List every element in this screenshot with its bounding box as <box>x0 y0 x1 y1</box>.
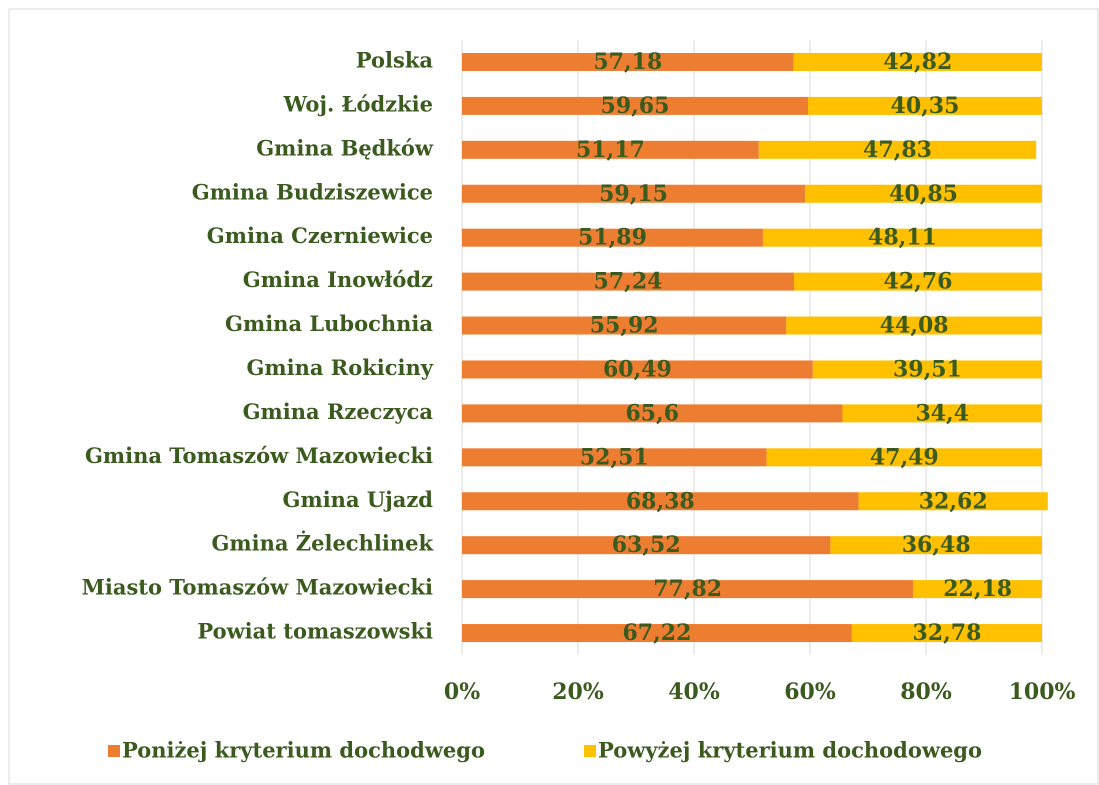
data-label: 65,6 <box>625 400 679 426</box>
y-tick-label: Gmina Żelechlinek <box>211 531 433 556</box>
bar-segment <box>462 140 759 159</box>
y-tick-label: Gmina Rzeczyca <box>243 399 434 424</box>
x-tick-label: 100% <box>1009 679 1076 705</box>
data-label: 32,78 <box>912 620 981 646</box>
data-label: 48,11 <box>868 225 937 251</box>
data-label: 68,38 <box>626 488 695 514</box>
x-tick-label: 40% <box>668 679 720 705</box>
chart-border <box>8 8 1099 785</box>
data-label: 44,08 <box>880 313 949 339</box>
y-tick-label: Gmina Czerniewice <box>207 223 433 248</box>
bar-segment <box>805 184 1042 203</box>
legend-label: Powyżej kryterium dochodowego <box>598 738 982 763</box>
data-label: 42,76 <box>884 269 953 295</box>
x-tick-label: 20% <box>552 679 604 705</box>
bar-segment <box>462 272 794 291</box>
bar-segment <box>762 228 1042 247</box>
data-label: 47,83 <box>863 137 932 163</box>
y-tick-label: Powiat tomaszowski <box>197 619 433 644</box>
bar-segment <box>793 272 1042 291</box>
bar-segment <box>462 580 914 599</box>
data-label: 40,35 <box>891 93 960 119</box>
data-label: 51,17 <box>576 137 645 163</box>
bar-segment <box>793 52 1042 71</box>
y-tick-label: Miasto Tomaszów Mazowiecki <box>82 575 433 600</box>
data-label: 60,49 <box>603 356 672 382</box>
bar-segment <box>913 580 1042 599</box>
bar-segment <box>462 536 831 555</box>
x-tick-label: 60% <box>784 679 836 705</box>
y-tick-label: Gmina Będków <box>256 135 434 160</box>
x-tick-label: 80% <box>900 679 952 705</box>
bar-segment <box>462 404 843 423</box>
bar-segment <box>858 492 1048 511</box>
data-label: 51,89 <box>578 225 647 251</box>
data-label: 57,18 <box>593 49 662 75</box>
legend-swatch <box>584 745 596 757</box>
legend-label: Poniżej kryterium dochodwego <box>122 738 485 763</box>
bar-segment <box>786 316 1042 335</box>
data-label: 36,48 <box>902 532 971 558</box>
bar-segment <box>462 360 813 379</box>
data-label: 32,62 <box>919 488 988 514</box>
y-tick-label: Polska <box>356 47 434 72</box>
bar-segment <box>462 492 859 511</box>
data-label: 59,15 <box>599 181 668 207</box>
data-label: 47,49 <box>870 444 939 470</box>
y-tick-label: Gmina Rokiciny <box>246 355 433 380</box>
y-tick-label: Gmina Lubochnia <box>225 311 433 336</box>
data-label: 67,22 <box>622 620 691 646</box>
y-tick-label: Gmina Budziszewice <box>192 179 433 204</box>
y-tick-label: Woj. Łódzkie <box>282 91 433 116</box>
y-tick-label: Gmina Inowłódz <box>243 267 433 292</box>
data-label: 59,65 <box>601 93 670 119</box>
bar-segment <box>842 404 1042 423</box>
bar-segment <box>807 96 1042 115</box>
data-label: 55,92 <box>590 313 659 339</box>
bar-segment <box>766 448 1042 467</box>
bar-segment <box>462 228 763 247</box>
y-tick-label: Gmina Ujazd <box>283 487 434 512</box>
x-tick-label: 0% <box>444 679 480 705</box>
data-label: 40,85 <box>889 181 958 207</box>
data-label: 39,51 <box>893 356 962 382</box>
bar-segment <box>758 140 1037 159</box>
bar-segment <box>462 52 794 71</box>
data-label: 57,24 <box>594 269 663 295</box>
bar-segment <box>830 536 1042 555</box>
data-label: 52,51 <box>580 444 649 470</box>
bar-segment <box>462 184 806 203</box>
data-label: 42,82 <box>883 49 952 75</box>
bar-segment <box>462 316 787 335</box>
y-tick-label: Gmina Tomaszów Mazowiecki <box>85 443 433 468</box>
bar-segment <box>462 96 808 115</box>
bar-segment <box>462 448 767 467</box>
data-label: 63,52 <box>612 532 681 558</box>
data-label: 34,4 <box>915 400 969 426</box>
data-label: 77,82 <box>653 576 722 602</box>
legend-swatch <box>108 745 120 757</box>
data-label: 22,18 <box>943 576 1012 602</box>
bar-segment <box>812 360 1042 379</box>
bar-segment <box>851 624 1042 643</box>
bar-segment <box>462 624 852 643</box>
